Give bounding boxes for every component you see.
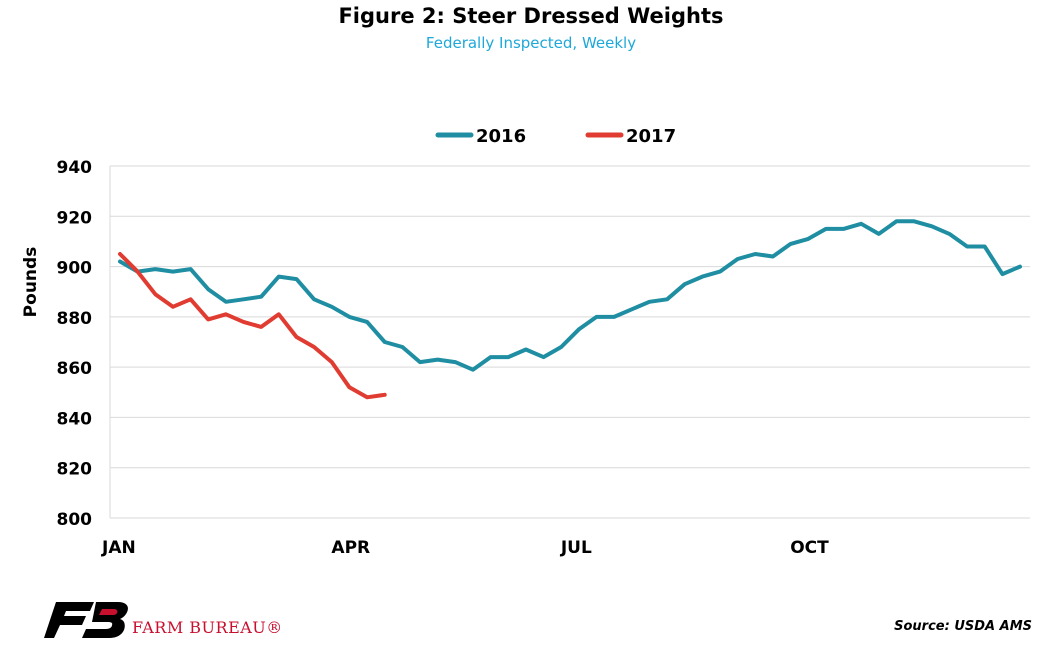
series-line-2016 xyxy=(118,219,1022,372)
series-line-2017 xyxy=(118,252,387,400)
chart-subtitle: Federally Inspected, Weekly xyxy=(425,34,637,52)
farm-bureau-logo-text: FARM BUREAU® xyxy=(132,618,283,637)
x-tick-label: APR xyxy=(331,538,370,558)
farm-bureau-logo-icon xyxy=(44,602,128,638)
y-axis-title: Pounds xyxy=(21,247,41,318)
x-tick-label: JUL xyxy=(560,538,592,558)
x-tick-label: OCT xyxy=(790,538,829,558)
y-tick-label: 820 xyxy=(57,460,93,480)
y-tick-label: 880 xyxy=(57,309,93,329)
y-tick-label: 840 xyxy=(57,409,93,429)
y-tick-label: 900 xyxy=(57,259,93,279)
y-tick-label: 940 xyxy=(57,158,93,178)
y-tick-label: 920 xyxy=(57,208,93,228)
y-tick-label: 860 xyxy=(57,359,93,379)
legend-label-2017: 2017 xyxy=(626,126,676,147)
chart-title: Figure 2: Steer Dressed Weights xyxy=(338,4,724,28)
x-tick-label: JAN xyxy=(101,538,136,558)
legend-label-2016: 2016 xyxy=(476,126,526,147)
y-tick-label: 800 xyxy=(57,510,93,530)
source-note: Source: USDA AMS xyxy=(894,619,1032,634)
